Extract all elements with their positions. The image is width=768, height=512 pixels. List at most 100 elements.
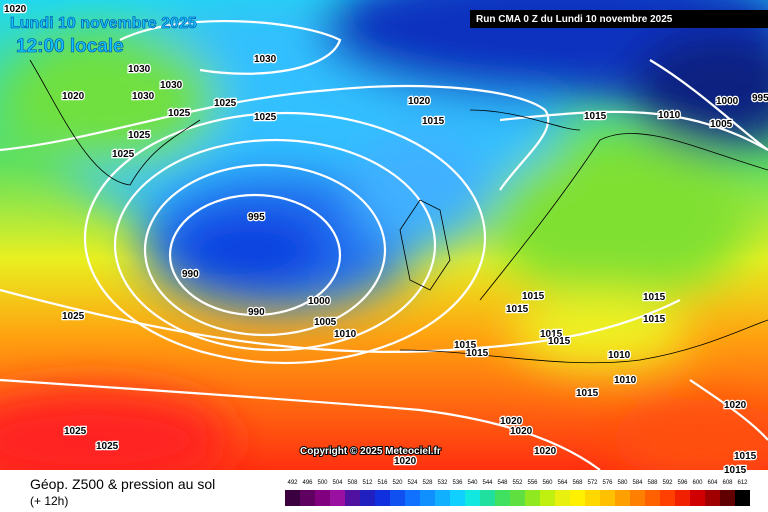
legend-swatch xyxy=(585,490,600,506)
isobar-label: 1005 xyxy=(314,317,337,328)
legend-label: 544 xyxy=(482,480,493,486)
legend-swatch xyxy=(720,490,735,506)
isobar-label: 1025 xyxy=(112,149,135,160)
isobar-label: 1020 xyxy=(510,426,533,437)
legend-label: 556 xyxy=(527,480,538,486)
isobar-label: 995 xyxy=(248,212,265,223)
isobar-label: 1025 xyxy=(128,130,151,141)
isobar-label: 1015 xyxy=(584,111,607,122)
isobar-label: 1015 xyxy=(454,340,477,351)
legend-swatch xyxy=(555,490,570,506)
isobar-label: 1015 xyxy=(734,451,757,462)
isobar-label: 1015 xyxy=(576,388,599,399)
legend-swatch xyxy=(390,490,405,506)
legend-swatch xyxy=(690,490,705,506)
time-label: 12:00 locale xyxy=(16,36,124,57)
legend-label: 612 xyxy=(737,480,748,486)
legend-swatch xyxy=(570,490,585,506)
isobar-label: 990 xyxy=(248,307,265,318)
legend-label: 528 xyxy=(422,480,433,486)
isobar-label: 1015 xyxy=(540,329,563,340)
legend-label: 600 xyxy=(692,480,703,486)
legend-label: 532 xyxy=(437,480,448,486)
legend-label: 576 xyxy=(602,480,613,486)
isobar-label: 1030 xyxy=(254,54,277,65)
isobar-label: 1025 xyxy=(64,426,87,437)
legend-label: 568 xyxy=(572,480,583,486)
isobar-label: 1005 xyxy=(710,119,733,130)
legend-swatch xyxy=(510,490,525,506)
legend-label: 512 xyxy=(362,480,373,486)
legend-label: 592 xyxy=(662,480,673,486)
color-legend: 492 496 500 504 508 512 516 520 524 528 532 536 540 5… xyxy=(285,480,750,506)
legend-label: 560 xyxy=(542,480,553,486)
legend-label: 504 xyxy=(332,480,343,486)
legend-swatch xyxy=(615,490,630,506)
legend-swatch xyxy=(735,490,750,506)
isobar-label: 1020 xyxy=(408,96,431,107)
isobar-label: 1000 xyxy=(716,96,739,107)
legend-swatch xyxy=(495,490,510,506)
isobar-label: 1015 xyxy=(522,291,545,302)
isobar-label: 1010 xyxy=(608,350,631,361)
legend-swatch xyxy=(675,490,690,506)
run-label: Run CMA 0 Z du Lundi 10 novembre 2025 xyxy=(476,14,673,25)
isobar-label: 1030 xyxy=(128,64,151,75)
isobar-label: 1010 xyxy=(614,375,637,386)
legend-swatch xyxy=(645,490,660,506)
isobar-labels: 1020 1030 1030 1030 1020 1030 1025 1025 1025 1025… xyxy=(3,3,768,478)
legend-swatch xyxy=(630,490,645,506)
legend-label: 596 xyxy=(677,480,688,486)
isobar-label: 1015 xyxy=(506,304,529,315)
copyright: Copyright © 2025 Meteociel.fr xyxy=(300,446,441,457)
legend-swatch xyxy=(300,490,315,506)
isobar-label: 995 xyxy=(752,93,768,104)
legend-label: 572 xyxy=(587,480,598,486)
isobar-label: 1010 xyxy=(658,110,681,121)
legend-label: 496 xyxy=(302,480,313,486)
legend-swatch xyxy=(660,490,675,506)
isobar-label: 1025 xyxy=(254,112,277,123)
isobar-label: 1020 xyxy=(500,416,523,427)
legend-label: 604 xyxy=(707,480,718,486)
legend-swatch xyxy=(360,490,375,506)
coastlines xyxy=(29,59,768,364)
legend-label: 588 xyxy=(647,480,658,486)
legend-label: 584 xyxy=(632,480,643,486)
field xyxy=(0,0,768,470)
footer-title: Géop. Z500 & pression au sol xyxy=(30,476,215,492)
isobar-label: 1025 xyxy=(96,441,119,452)
legend-swatch xyxy=(465,490,480,506)
legend-swatch xyxy=(315,490,330,506)
isobar-label: 1030 xyxy=(160,80,183,91)
legend-label: 608 xyxy=(722,480,733,486)
legend-swatch xyxy=(600,490,615,506)
isobar-label: 1015 xyxy=(643,292,666,303)
isobar-label: 1015 xyxy=(548,336,571,347)
isobar-label: 1000 xyxy=(308,296,331,307)
legend-label: 500 xyxy=(317,480,328,486)
isobar-label: 1025 xyxy=(168,108,191,119)
legend-label: 552 xyxy=(512,480,523,486)
legend-swatch xyxy=(405,490,420,506)
isobar-label: 1020 xyxy=(394,456,417,467)
legend-label: 508 xyxy=(347,480,358,486)
legend-swatch xyxy=(540,490,555,506)
legend-swatch xyxy=(285,490,300,506)
isobar-label: 1015 xyxy=(643,314,666,325)
isobar-label: 1015 xyxy=(422,116,445,127)
isobars xyxy=(0,19,768,470)
isobar-label: 1020 xyxy=(62,91,85,102)
isobar-label: 1025 xyxy=(214,98,237,109)
legend-swatch xyxy=(330,490,345,506)
legend-label: 492 xyxy=(287,480,298,486)
isobar-label: 1020 xyxy=(534,446,557,457)
isobar-label: 1020 xyxy=(4,4,27,15)
legend-label: 580 xyxy=(617,480,628,486)
isobar-label: 1015 xyxy=(724,465,747,476)
legend-label: 520 xyxy=(392,480,403,486)
isobar-label: 990 xyxy=(182,269,199,280)
legend-swatch xyxy=(345,490,360,506)
isobar-label: 1015 xyxy=(466,348,489,359)
legend-swatch xyxy=(450,490,465,506)
